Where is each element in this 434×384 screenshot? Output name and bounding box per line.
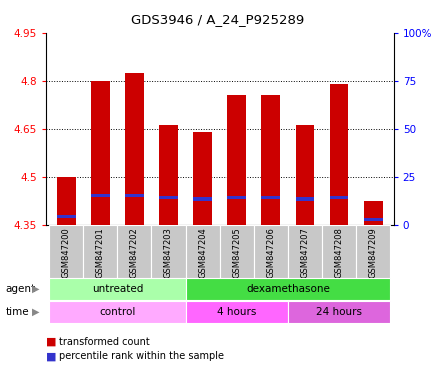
Bar — [49, 278, 185, 300]
Bar — [227, 196, 246, 199]
Text: time: time — [6, 307, 29, 317]
Bar — [151, 225, 185, 278]
Bar — [193, 132, 211, 225]
Bar — [355, 225, 389, 278]
Text: dexamethasone: dexamethasone — [245, 284, 329, 294]
Bar — [261, 196, 279, 199]
Text: GSM847201: GSM847201 — [95, 227, 105, 278]
Bar — [287, 225, 321, 278]
Text: GSM847209: GSM847209 — [368, 227, 377, 278]
Bar — [185, 225, 219, 278]
Text: percentile rank within the sample: percentile rank within the sample — [59, 351, 223, 361]
Bar — [56, 177, 76, 225]
Bar — [159, 126, 178, 225]
Bar — [125, 194, 143, 197]
Text: GSM847205: GSM847205 — [232, 227, 241, 278]
Bar — [185, 301, 287, 323]
Bar — [261, 95, 279, 225]
Text: untreated: untreated — [92, 284, 143, 294]
Text: 24 hours: 24 hours — [316, 307, 361, 317]
Text: GSM847203: GSM847203 — [164, 227, 173, 278]
Bar — [49, 301, 185, 323]
Text: GSM847207: GSM847207 — [300, 227, 309, 278]
Text: GSM847208: GSM847208 — [334, 227, 343, 278]
Bar — [117, 225, 151, 278]
Text: ▶: ▶ — [32, 307, 39, 317]
Text: GDS3946 / A_24_P925289: GDS3946 / A_24_P925289 — [131, 13, 303, 26]
Bar — [253, 225, 287, 278]
Text: GSM847204: GSM847204 — [197, 227, 207, 278]
Bar — [91, 194, 109, 197]
Bar — [91, 81, 109, 225]
Bar — [329, 84, 348, 225]
Bar — [363, 201, 382, 225]
Bar — [185, 278, 389, 300]
Text: transformed count: transformed count — [59, 337, 149, 347]
Bar — [159, 196, 178, 199]
Bar — [193, 197, 211, 201]
Text: ■: ■ — [46, 351, 56, 361]
Text: GSM847200: GSM847200 — [62, 227, 70, 278]
Text: ■: ■ — [46, 337, 56, 347]
Text: GSM847206: GSM847206 — [266, 227, 275, 278]
Text: agent: agent — [6, 284, 36, 294]
Bar — [125, 73, 143, 225]
Text: control: control — [99, 307, 135, 317]
Bar — [83, 225, 117, 278]
Bar — [287, 301, 389, 323]
Bar — [321, 225, 355, 278]
Bar — [363, 218, 382, 222]
Bar — [329, 196, 348, 199]
Bar — [227, 95, 246, 225]
Bar — [295, 126, 314, 225]
Bar — [219, 225, 253, 278]
Bar — [49, 225, 83, 278]
Bar — [295, 197, 314, 201]
Text: GSM847202: GSM847202 — [130, 227, 138, 278]
Bar — [56, 215, 76, 218]
Text: ▶: ▶ — [32, 284, 39, 294]
Text: 4 hours: 4 hours — [217, 307, 256, 317]
